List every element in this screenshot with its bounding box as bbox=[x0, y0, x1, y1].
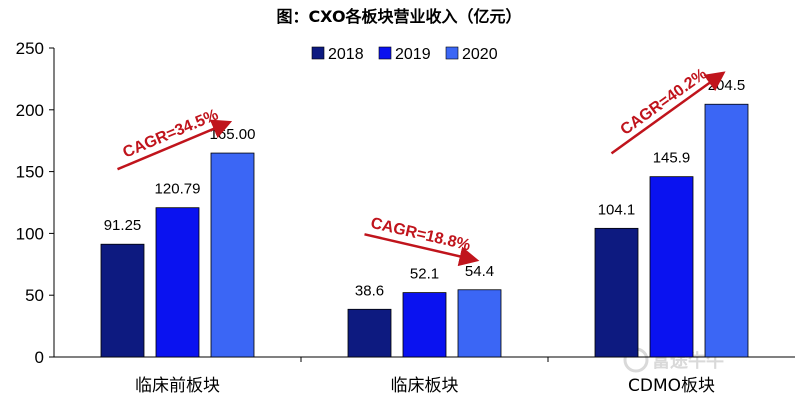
data-label: 104.1 bbox=[598, 201, 636, 218]
bar-2020 bbox=[704, 103, 749, 358]
x-category-label: 临床板块 bbox=[391, 376, 459, 396]
y-tick-label: 0 bbox=[35, 348, 44, 367]
cagr-arrow bbox=[610, 71, 726, 155]
data-label: 54.4 bbox=[465, 263, 494, 280]
x-category-label: CDMO板块 bbox=[628, 376, 715, 396]
data-label: 120.79 bbox=[155, 181, 201, 198]
cagr-label: CAGR=34.5% bbox=[121, 106, 221, 161]
bar-2020 bbox=[457, 289, 502, 358]
data-label: 145.9 bbox=[653, 150, 691, 167]
plot-area: 05010015020025091.25120.79165.00临床前板块CAG… bbox=[16, 39, 795, 396]
cagr-arrow bbox=[364, 233, 480, 267]
bar-2018 bbox=[594, 227, 639, 358]
y-tick-label: 100 bbox=[16, 224, 44, 243]
chart-title: 图：CXO各板块营业收入（亿元） bbox=[276, 7, 521, 26]
legend-swatch-2018 bbox=[311, 46, 325, 60]
legend-swatch-2019 bbox=[378, 46, 392, 60]
bar-2019 bbox=[402, 292, 447, 358]
legend: 2018 2019 2020 bbox=[311, 46, 498, 63]
bar-2018 bbox=[100, 243, 145, 358]
y-tick-label: 200 bbox=[16, 101, 44, 120]
legend-label: 2018 bbox=[328, 46, 364, 63]
bar-2018 bbox=[347, 308, 392, 358]
bar-2019 bbox=[649, 176, 694, 358]
bar-2020 bbox=[210, 152, 255, 358]
data-label: 91.25 bbox=[104, 217, 142, 234]
cagr-arrow bbox=[117, 119, 233, 171]
bar-2019 bbox=[155, 207, 200, 358]
data-label: 38.6 bbox=[355, 282, 384, 299]
y-tick-label: 50 bbox=[25, 286, 44, 305]
legend-label: 2020 bbox=[462, 46, 498, 63]
legend-swatch-2020 bbox=[445, 46, 459, 60]
legend-label: 2019 bbox=[395, 46, 431, 63]
cagr-label: CAGR=40.2% bbox=[618, 66, 711, 139]
data-label: 52.1 bbox=[410, 266, 439, 283]
y-tick-label: 150 bbox=[16, 163, 44, 182]
y-tick-label: 250 bbox=[16, 39, 44, 58]
x-category-label: 临床前板块 bbox=[135, 376, 220, 396]
